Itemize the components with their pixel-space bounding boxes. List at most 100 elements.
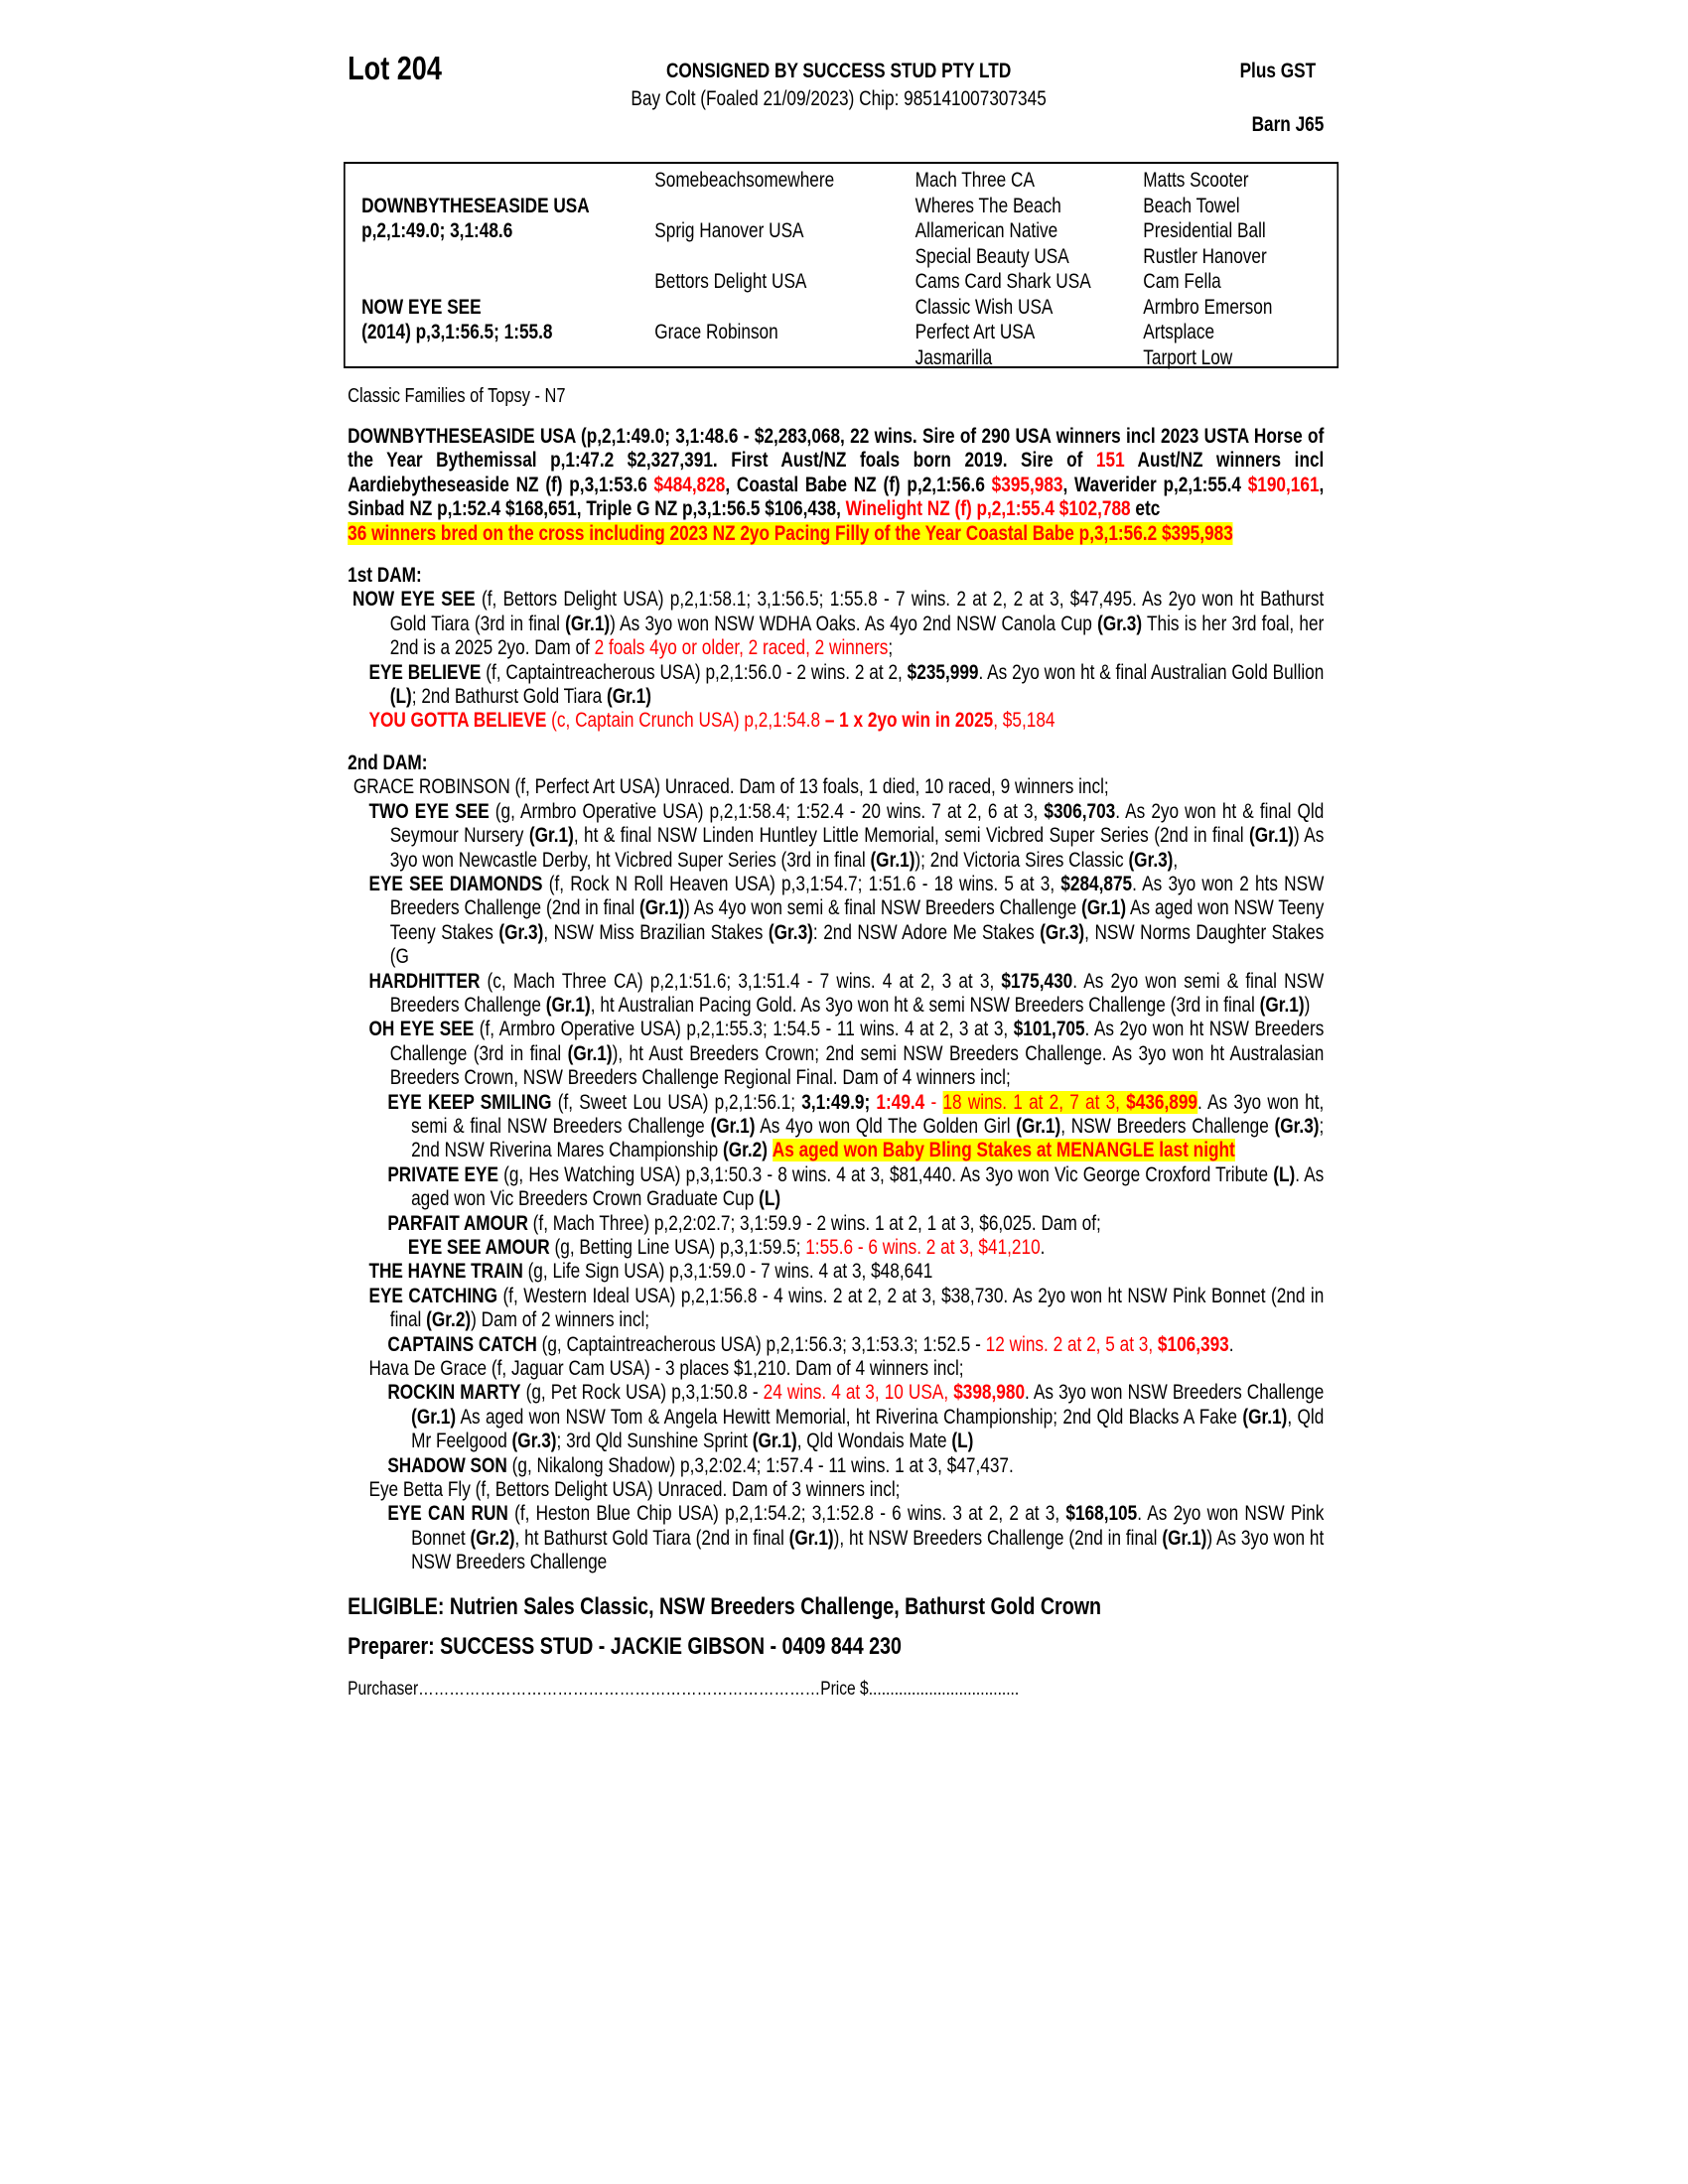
text-segment: $398,980 xyxy=(953,1381,1026,1405)
text-segment: EYE BELIEVE xyxy=(368,660,482,684)
family-line: Classic Families of Topsy - N7 xyxy=(348,385,566,407)
text-segment: (f, Sweet Lou USA) p,2,1:56.1; xyxy=(551,1090,802,1114)
pedigree-gen3-entry: Allamerican Native xyxy=(914,219,1058,242)
text-segment: ) xyxy=(1304,993,1311,1017)
text-segment: (Gr.1) xyxy=(1242,1405,1288,1429)
pedigree-entry: ROCKIN MARTY (g, Pet Rock USA) p,3,1:50.… xyxy=(348,1381,1324,1453)
text-segment: (L) xyxy=(759,1187,781,1211)
text-segment: NOW EYE SEE xyxy=(352,588,476,612)
pedigree-entry: EYE SEE DIAMONDS (f, Rock N Roll Heaven … xyxy=(348,873,1324,970)
horse-description: Bay Colt (Foaled 21/09/2023) Chip: 98514… xyxy=(631,87,1047,110)
text-segment: , $5,184 xyxy=(993,709,1055,733)
text-segment: (Gr.1) xyxy=(411,1405,457,1429)
preparer: Preparer: SUCCESS STUD - JACKIE GIBSON -… xyxy=(348,1633,902,1661)
text-segment: (Gr.3) xyxy=(768,920,813,944)
consignor: CONSIGNED BY SUCCESS STUD PTY LTD xyxy=(665,60,1012,82)
text-segment: (Gr.3) xyxy=(1040,920,1085,944)
text-segment: . As 3yo won 2 hts NSW Breeders Challeng… xyxy=(389,872,1325,920)
text-segment: $436,899 xyxy=(1126,1090,1198,1114)
text-segment: (g, Nikalong Shadow) p,3,2:02.4; 1:57.4 … xyxy=(506,1453,1014,1477)
text-segment: (Gr.1) xyxy=(545,993,591,1017)
text-segment: (Gr.1) xyxy=(607,685,651,709)
pedigree-gen4-entry: Artsplace xyxy=(1143,321,1215,343)
text-segment: DOWNBYTHESEASIDE USA (p,2,1:49.0; 3,1:48… xyxy=(348,425,1325,473)
text-segment: $235,999 xyxy=(907,660,979,684)
text-segment: As aged won Baby Bling Stakes at MENANGL… xyxy=(772,1139,1235,1162)
text-segment: $306,703 xyxy=(1044,799,1116,823)
pedigree-entry: OH EYE SEE (f, Armbro Operative USA) p,2… xyxy=(348,1018,1324,1090)
pedigree-entry: CAPTAINS CATCH (g, Captaintreacherous US… xyxy=(348,1333,1324,1357)
pedigree-entry: EYE CATCHING (f, Western Ideal USA) p,2,… xyxy=(348,1285,1324,1333)
pedigree-gen4-entry: Beach Towel xyxy=(1143,194,1240,217)
pedigree-gen3-entry: Cams Card Shark USA xyxy=(914,270,1091,293)
text-segment: ; 2nd NSW Riverina Mares Championship xyxy=(411,1114,1325,1162)
text-segment: (c, Captain Crunch USA) p,2,1:54.8 xyxy=(546,709,825,733)
pedigree-entry: PARFAIT AMOUR (f, Mach Three) p,2,2:02.7… xyxy=(348,1212,1324,1236)
eligibility: ELIGIBLE: Nutrien Sales Classic, NSW Bre… xyxy=(348,1592,1102,1620)
text-segment: 3,1:49.9; xyxy=(801,1090,871,1114)
text-segment: . As 2yo won ht & final Australian Gold … xyxy=(978,660,1325,684)
text-segment: ) As 3yo won NSW WDHA Oaks. As 4yo 2nd N… xyxy=(610,612,1098,635)
text-segment: (Gr.3) xyxy=(1097,612,1143,635)
sire-section: DOWNBYTHESEASIDE USA (p,2,1:49.0; 3,1:48… xyxy=(348,425,1324,546)
text-segment: (g, Hes Watching USA) p,3,1:50.3 - 8 win… xyxy=(497,1162,1274,1186)
text-segment: 36 winners bred on the cross including 2… xyxy=(348,521,1233,545)
text-segment: OH EYE SEE xyxy=(368,1018,475,1041)
dam-record: (2014) p,3,1:56.5; 1:55.8 xyxy=(361,321,553,343)
text-segment: ; xyxy=(888,636,894,660)
text-segment: 18 wins. 1 at 2, 7 at 3, xyxy=(942,1090,1127,1114)
text-segment: – 1 x 2yo win in 2025 xyxy=(824,709,994,733)
text-segment: . As 2yo won ht & final Qld Seymour Nurs… xyxy=(389,799,1325,848)
pedigree-entry: PRIVATE EYE (g, Hes Watching USA) p,3,1:… xyxy=(348,1163,1324,1212)
text-segment: , Qld Wondais Mate xyxy=(796,1430,952,1453)
text-segment: $284,875 xyxy=(1060,872,1133,895)
text-segment: (Gr.3) xyxy=(498,920,544,944)
text-segment: EYE CATCHING xyxy=(368,1284,497,1307)
text-segment: ; 2nd Bathurst Gold Tiara xyxy=(411,685,608,709)
pedigree-gen3-entry: Wheres The Beach xyxy=(914,194,1061,217)
text-segment: (L) xyxy=(389,685,412,709)
text-segment: : 2nd NSW Adore Me Stakes xyxy=(812,920,1041,944)
pedigree-entry: HARDHITTER (c, Mach Three CA) p,2,1:51.6… xyxy=(348,970,1324,1019)
pedigree-entry: NOW EYE SEE (f, Bettors Delight USA) p,2… xyxy=(348,588,1324,660)
text-segment: (Gr.1) xyxy=(788,1526,834,1550)
text-segment: EYE SEE DIAMONDS xyxy=(368,872,543,895)
text-segment: (f, Armbro Operative USA) p,2,1:55.3; 1:… xyxy=(474,1018,1014,1041)
text-segment: 24 wins. 4 at 3, 10 USA, xyxy=(763,1381,954,1405)
text-segment: etc xyxy=(1130,497,1161,521)
text-segment: (Gr.1) xyxy=(710,1114,756,1138)
text-segment: (Gr.1) xyxy=(567,1041,613,1065)
pedigree-entry: Hava De Grace (f, Jaguar Cam USA) - 3 pl… xyxy=(348,1357,1324,1381)
text-segment: 2 foals 4yo or older, 2 raced, 2 winners xyxy=(594,636,889,660)
pedigree-gen4-entry: Presidential Ball xyxy=(1143,219,1266,242)
text-segment: SHADOW SON xyxy=(387,1453,507,1477)
pedigree-gen3-entry: Special Beauty USA xyxy=(914,244,1069,268)
text-segment: (Gr.1) xyxy=(870,848,915,872)
text-segment: - xyxy=(924,1090,943,1114)
pedigree-gen4-entry: Tarport Low xyxy=(1143,345,1233,369)
text-segment: YOU GOTTA BELIEVE xyxy=(368,709,547,733)
text-segment: , NSW Breeders Challenge xyxy=(1060,1114,1275,1138)
text-segment: ); 2nd Victoria Sires Classic xyxy=(914,848,1129,872)
text-segment: ) As 4yo won semi & final NSW Breeders C… xyxy=(684,896,1082,920)
text-segment: PRIVATE EYE xyxy=(387,1162,498,1186)
text-segment xyxy=(768,1139,773,1161)
text-segment: (Gr.1) xyxy=(752,1430,797,1453)
text-segment: ROCKIN MARTY xyxy=(387,1381,521,1405)
text-segment: $190,161 xyxy=(1247,473,1320,496)
text-segment: (f, Bettors Delight USA) p,2,1:58.1; 3,1… xyxy=(389,588,1325,635)
text-segment: GRACE ROBINSON (f, Perfect Art USA) Unra… xyxy=(352,775,1109,799)
text-segment: EYE CAN RUN xyxy=(387,1502,508,1526)
text-segment: . As 2yo won semi & final NSW Breeders C… xyxy=(389,969,1325,1017)
text-segment: ; 3rd Qld Sunshine Sprint xyxy=(556,1430,753,1453)
gst-note: Plus GST xyxy=(1239,60,1317,82)
text-segment: 12 wins. 2 at 2, 5 at 3, xyxy=(985,1332,1158,1356)
sire-name: DOWNBYTHESEASIDE USA xyxy=(361,195,590,217)
text-segment: , ht & final NSW Linden Huntley Little M… xyxy=(573,824,1249,848)
text-segment: ), ht Aust Breeders Crown; 2nd semi NSW … xyxy=(389,1041,1325,1090)
text-segment: . As 3yo won ht, semi & final NSW Breede… xyxy=(411,1090,1325,1138)
text-segment: . xyxy=(1228,1332,1234,1356)
pedigree-gen3-entry: Mach Three CA xyxy=(914,169,1035,192)
pedigree-gen4-entry: Rustler Hanover xyxy=(1143,244,1267,268)
pedigree-entry: EYE KEEP SMILING (f, Sweet Lou USA) p,2,… xyxy=(348,1090,1325,1163)
